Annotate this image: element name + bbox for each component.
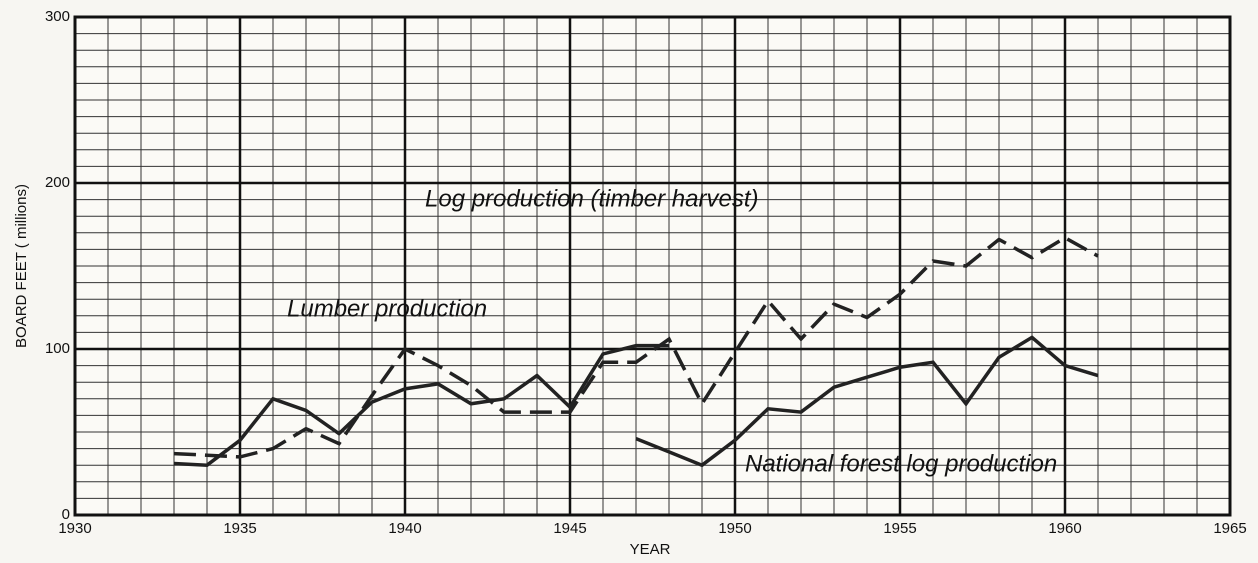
y-tick-label: 200 [45,174,70,191]
x-tick-label: 1965 [1213,520,1246,537]
series-label: Lumber production [287,295,487,322]
y-tick-label: 100 [45,340,70,357]
x-tick-label: 1950 [718,520,751,537]
data-line [635,335,1099,468]
x-tick-label: 1955 [883,520,916,537]
y-axis-label: BOARD FEET ( millions) [13,184,30,348]
data-line [173,235,1099,459]
x-axis-label: YEAR [630,541,671,558]
series-label: Log production (timber harvest) [425,185,759,212]
x-tick-label: 1930 [58,520,91,537]
y-tick-label: 0 [62,506,70,523]
plot-frame [73,15,1232,517]
y-tick-label: 300 [45,8,70,25]
series-label: National forest log production [745,450,1057,477]
x-tick-label: 1940 [388,520,421,537]
data-line [173,343,669,467]
x-tick-label: 1945 [553,520,586,537]
x-tick-label: 1935 [223,520,256,537]
x-tick-label: 1960 [1048,520,1081,537]
